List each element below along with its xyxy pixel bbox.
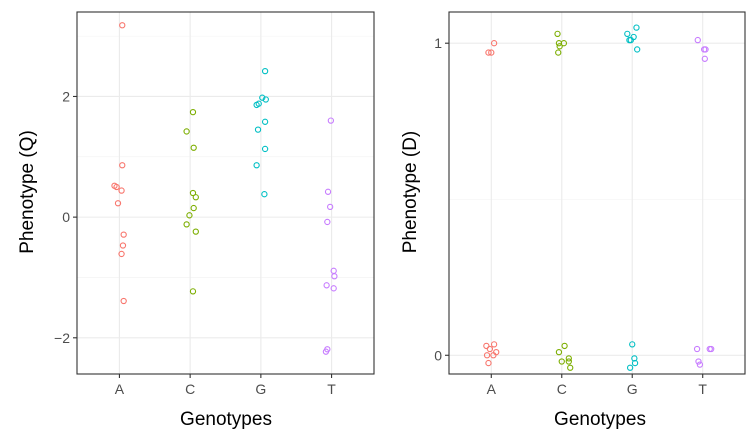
data-point-t — [708, 345, 715, 353]
data-point-g — [629, 341, 636, 348]
data-point-c — [565, 355, 572, 362]
x-tick-label: G — [627, 381, 638, 397]
data-point-a — [490, 341, 498, 348]
data-point-a — [119, 162, 126, 169]
data-point-c — [561, 342, 568, 350]
data-point-g — [261, 191, 268, 198]
plot-area: 0 1 A C G T — [434, 11, 746, 397]
data-point-g — [261, 118, 269, 125]
data-point-c — [555, 349, 563, 356]
panel-phenotype-d: 0 1 A C G T Phenotype (D) Genotypes — [400, 11, 746, 430]
data-point-g — [262, 96, 269, 103]
data-point-a — [118, 250, 125, 258]
data-point-t — [702, 46, 709, 53]
data-point-c — [183, 128, 190, 135]
y-axis-title: Phenotype (D) — [400, 131, 421, 254]
data-point-c — [555, 49, 562, 56]
x-tick-label: A — [115, 381, 125, 397]
data-point-c — [189, 189, 197, 197]
data-point-g — [261, 145, 269, 153]
data-point-t — [323, 282, 330, 289]
data-point-g — [253, 101, 260, 109]
data-point-c — [189, 288, 197, 295]
data-point-a — [490, 352, 497, 359]
data-point-c — [565, 358, 572, 365]
x-tick-label: A — [487, 381, 497, 397]
data-point-c — [192, 194, 199, 201]
data-point-t — [693, 345, 701, 353]
data-point-c — [189, 109, 197, 116]
data-point-c — [567, 364, 574, 371]
y-tick-label: 2 — [62, 88, 70, 104]
y-tick-label: −2 — [54, 330, 70, 346]
data-point-c — [190, 204, 197, 212]
x-axis-title: Genotypes — [180, 409, 272, 430]
data-point-c — [190, 144, 197, 151]
data-point-c — [192, 228, 199, 235]
data-point-a — [119, 242, 127, 249]
data-point-t — [324, 218, 331, 226]
data-point-a — [113, 183, 120, 191]
data-point-a — [488, 49, 495, 56]
x-tick-label: T — [327, 381, 336, 397]
data-point-a — [485, 49, 492, 56]
x-tick-label: G — [255, 381, 266, 397]
y-axis-title: Phenotype (Q) — [17, 130, 38, 254]
data-point-t — [324, 188, 332, 195]
data-point-g — [634, 46, 641, 53]
panel-border — [76, 11, 375, 375]
data-point-g — [254, 126, 262, 133]
y-tick-label: 0 — [62, 209, 70, 225]
x-axis-title: Genotypes — [554, 409, 646, 430]
data-point-t — [327, 203, 334, 211]
y-tick-label: 0 — [434, 347, 442, 363]
data-point-a — [119, 22, 126, 29]
data-point-g — [626, 36, 633, 44]
data-point-c — [554, 30, 561, 37]
data-point-g — [253, 162, 260, 169]
data-point-a — [490, 40, 498, 47]
data-point-t — [330, 285, 337, 292]
data-point-c — [183, 221, 190, 228]
panel-phenotype-q: −2 0 2 A C G T Phenotype (Q) Genotypes — [17, 11, 375, 430]
data-point-c — [556, 43, 563, 50]
plot-area: −2 0 2 A C G T — [54, 11, 375, 397]
data-point-a — [114, 200, 122, 207]
data-point-a — [485, 359, 492, 367]
data-point-g — [261, 67, 269, 75]
data-point-a — [486, 345, 494, 353]
data-point-c — [560, 40, 568, 47]
data-point-t — [327, 117, 335, 124]
data-point-t — [331, 273, 338, 280]
x-tick-label: C — [557, 381, 567, 397]
data-point-g — [259, 94, 266, 101]
data-point-a — [120, 297, 127, 305]
data-point-g — [633, 24, 640, 31]
panel-border — [448, 11, 746, 375]
data-point-c — [186, 212, 193, 219]
data-point-c — [558, 358, 565, 365]
data-point-a — [483, 342, 490, 350]
y-tick-label: 1 — [434, 35, 442, 51]
data-point-t — [696, 361, 704, 368]
data-point-g — [624, 30, 631, 37]
data-point-a — [120, 231, 127, 238]
x-tick-label: T — [698, 381, 707, 397]
data-point-t — [701, 55, 708, 62]
data-point-t — [694, 36, 701, 44]
data-point-t — [322, 348, 330, 355]
x-tick-label: C — [185, 381, 195, 397]
data-point-g — [631, 359, 639, 367]
data-point-g — [626, 364, 634, 371]
data-point-t — [695, 358, 702, 365]
data-point-a — [483, 352, 491, 359]
data-point-a — [118, 187, 125, 194]
